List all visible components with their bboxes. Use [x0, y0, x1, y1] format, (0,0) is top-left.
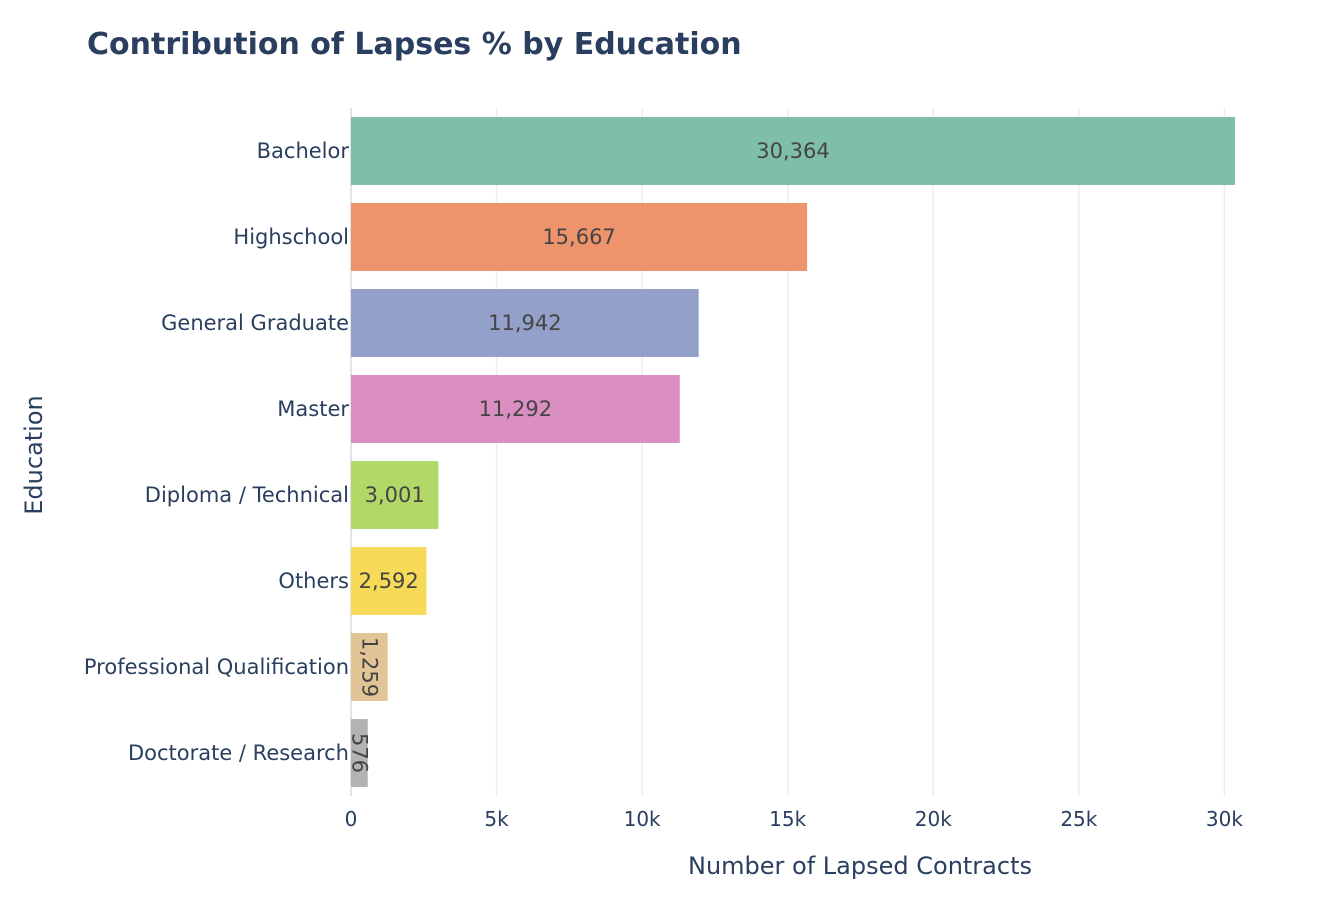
y-tick-label: Bachelor	[257, 139, 350, 163]
bars	[351, 117, 1235, 787]
y-tick-label: General Graduate	[161, 311, 349, 335]
y-tick-label: Master	[277, 397, 349, 421]
y-tick-label: Doctorate / Research	[128, 741, 349, 765]
bar-data-label: 2,592	[359, 569, 419, 593]
y-tick-label: Others	[278, 569, 349, 593]
bar-data-label: 15,667	[542, 225, 615, 249]
y-tick-labels: Bachelor Highschool General Graduate Master…	[84, 139, 349, 765]
y-axis-title: Education	[20, 395, 48, 514]
y-tick-label: Professional Qualification	[84, 655, 349, 679]
bar-data-label: 576	[347, 733, 371, 773]
y-tick-label: Diploma / Technical	[145, 483, 349, 507]
bar-data-label: 1,259	[357, 637, 381, 697]
bar-data-label: 3,001	[365, 483, 425, 507]
bar	[351, 203, 808, 271]
x-axis-title: Number of Lapsed Contracts	[688, 852, 1032, 880]
chart-title: Contribution of Lapses % by Education	[87, 27, 742, 62]
x-tick-label: 10k	[624, 807, 661, 831]
bar	[351, 633, 388, 701]
x-tick-label: 25k	[1060, 807, 1097, 831]
bar-data-labels: 30,364 15,667 11,942 11,292 3,001 2,592 1,259 5…	[347, 139, 829, 773]
bar	[351, 461, 439, 529]
x-tick-label: 0	[345, 807, 358, 831]
bar	[351, 375, 680, 443]
bar-data-label: 11,292	[479, 397, 552, 421]
bar	[351, 289, 699, 357]
x-tick-label: 30k	[1206, 807, 1243, 831]
x-tick-labels: 0 5k 10k 15k 20k 25k 30k	[345, 807, 1244, 831]
x-tick-label: 20k	[915, 807, 952, 831]
x-tick-label: 15k	[769, 807, 806, 831]
y-tick-label: Highschool	[233, 225, 349, 249]
bar-data-label: 11,942	[488, 311, 561, 335]
bar	[351, 719, 368, 787]
bar	[351, 547, 427, 615]
bar	[351, 117, 1235, 185]
x-tick-label: 5k	[484, 807, 509, 831]
bar-data-label: 30,364	[756, 139, 829, 163]
